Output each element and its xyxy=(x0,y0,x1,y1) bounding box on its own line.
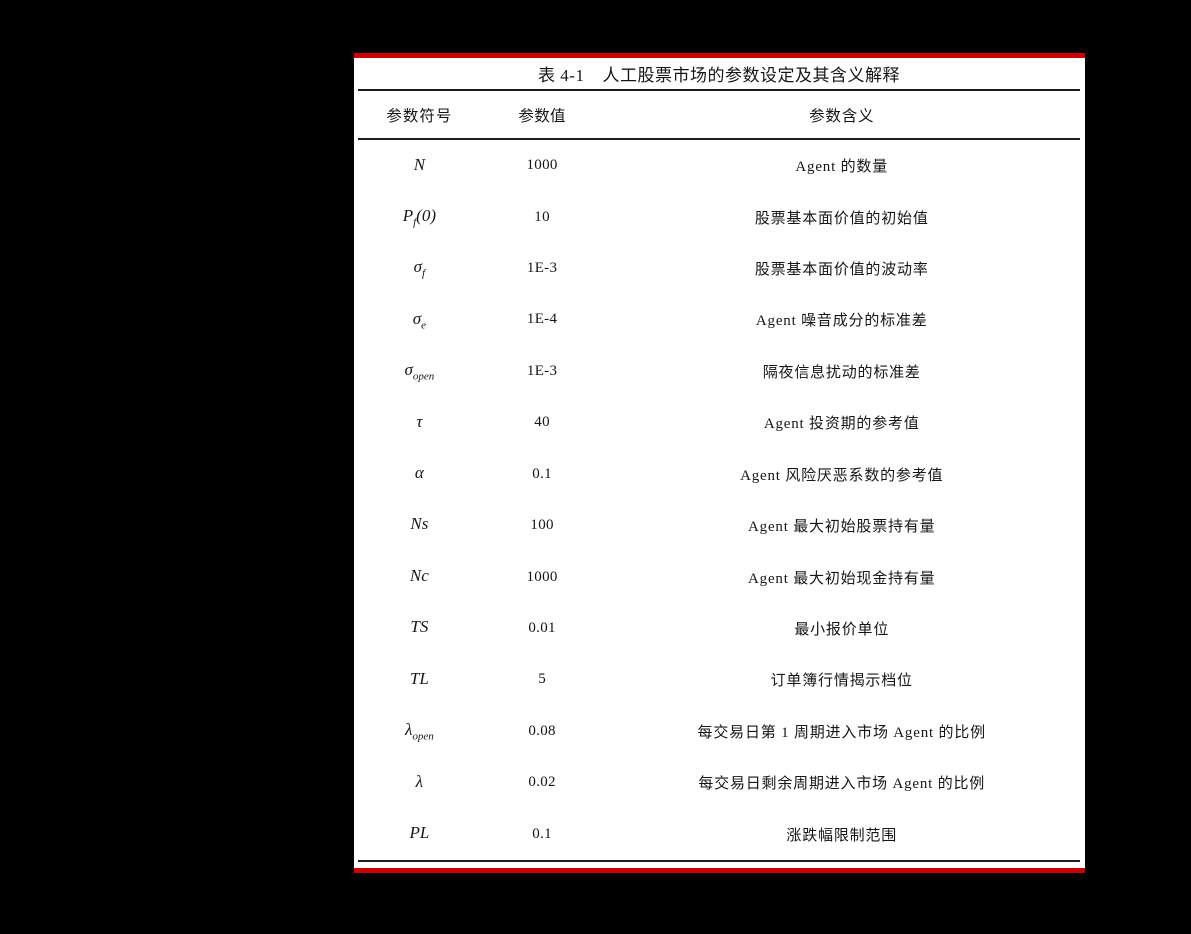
param-meaning: Agent 风险厌恶系数的参考值 xyxy=(740,467,944,484)
table-row: τ 40 Agent 投资期的参考值 xyxy=(358,397,1080,448)
symbol-subscript: e xyxy=(421,319,426,332)
param-symbol: σe xyxy=(358,309,481,331)
param-symbol: TS xyxy=(358,617,481,639)
table-bottom-rule xyxy=(358,860,1080,862)
param-value: 100 xyxy=(530,517,554,534)
param-value: 0.08 xyxy=(528,722,556,739)
table-row: TL 5 订单簿行情揭示档位 xyxy=(358,654,1080,705)
symbol-base: TL xyxy=(409,668,429,688)
paper: 表 4-1 人工股票市场的参数设定及其含义解释 参数符号 参数值 参数含义 N … xyxy=(354,53,1085,873)
table-header-rule xyxy=(358,138,1080,140)
param-value: 0.01 xyxy=(528,620,556,636)
param-value: 5 xyxy=(538,671,546,688)
symbol-suffix: (0) xyxy=(416,205,436,225)
param-meaning: Agent 噪音成分的标准差 xyxy=(755,313,928,330)
table-row: σopen 1E-3 隔夜信息扰动的标准差 xyxy=(358,346,1080,397)
table-title-label: 表 4-1 xyxy=(538,66,585,85)
table-top-rule xyxy=(358,89,1080,91)
bottom-red-rule xyxy=(354,868,1085,873)
param-meaning: 股票基本面价值的初始值 xyxy=(754,210,929,227)
table-row: Pf(0) 10 股票基本面价值的初始值 xyxy=(358,191,1080,242)
param-symbol: λ xyxy=(358,772,481,794)
header-param-meaning: 参数含义 xyxy=(809,107,875,125)
table-row: σf 1E-3 股票基本面价值的波动率 xyxy=(358,243,1080,294)
param-symbol: τ xyxy=(358,412,481,434)
table-row: PL 0.1 涨跌幅限制范围 xyxy=(358,808,1080,859)
param-symbol: N xyxy=(358,155,481,177)
param-symbol: σf xyxy=(358,257,481,279)
symbol-base: σ xyxy=(413,257,423,277)
table-row: N 1000 Agent 的数量 xyxy=(358,140,1080,191)
symbol-base: TS xyxy=(410,617,429,637)
param-meaning: Agent 的数量 xyxy=(795,159,889,176)
param-value: 1000 xyxy=(526,157,558,174)
param-symbol: Ns xyxy=(358,514,481,536)
table-row: λopen 0.08 每交易日第 1 周期进入市场 Agent 的比例 xyxy=(358,706,1080,757)
param-value: 1E-3 xyxy=(526,260,558,277)
symbol-subscript: open xyxy=(412,730,434,743)
top-red-rule xyxy=(354,53,1085,58)
param-value: 1E-4 xyxy=(526,311,558,328)
param-value: 0.1 xyxy=(532,825,552,842)
symbol-base: τ xyxy=(416,411,423,431)
symbol-base: λ xyxy=(415,771,424,791)
table-row: Ns 100 Agent 最大初始股票持有量 xyxy=(358,500,1080,551)
symbol-base: PL xyxy=(409,823,430,842)
param-value: 0.02 xyxy=(528,774,556,791)
param-meaning: Agent 最大初始现金持有量 xyxy=(748,570,936,587)
param-meaning: 每交易日第 1 周期进入市场 Agent 的比例 xyxy=(697,724,986,741)
table-row: TS 0.01 最小报价单位 xyxy=(358,603,1080,654)
param-meaning: 隔夜信息扰动的标准差 xyxy=(762,364,921,381)
symbol-base: σ xyxy=(412,308,422,328)
param-value: 0.1 xyxy=(532,465,552,482)
param-symbol: PL xyxy=(358,823,481,845)
param-symbol: TL xyxy=(358,669,481,691)
symbol-base: σ xyxy=(404,360,413,380)
param-meaning: 股票基本面价值的波动率 xyxy=(754,262,929,279)
table-row: σe 1E-4 Agent 噪音成分的标准差 xyxy=(358,294,1080,345)
param-meaning: 涨跌幅限制范围 xyxy=(786,827,898,844)
symbol-subscript: f xyxy=(413,216,417,229)
param-value: 1000 xyxy=(526,568,558,585)
symbol-subscript: f xyxy=(422,267,426,280)
table-title-text: 人工股票市场的参数设定及其含义解释 xyxy=(602,66,900,85)
param-symbol: α xyxy=(358,463,481,485)
symbol-subscript: open xyxy=(412,370,435,383)
param-value: 1E-3 xyxy=(526,362,558,379)
param-meaning: Agent 最大初始股票持有量 xyxy=(748,519,936,536)
table-container: 表 4-1 人工股票市场的参数设定及其含义解释 参数符号 参数值 参数含义 N … xyxy=(358,58,1080,868)
table-row: α 0.1 Agent 风险厌恶系数的参考值 xyxy=(358,449,1080,500)
symbol-base: N xyxy=(413,154,426,174)
symbol-base: α xyxy=(414,463,424,483)
table-body: N 1000 Agent 的数量 Pf(0) 10 股票基本面价值的初始值 σf… xyxy=(358,140,1080,860)
param-meaning: Agent 投资期的参考值 xyxy=(763,416,920,433)
param-meaning: 每交易日剩余周期进入市场 Agent 的比例 xyxy=(698,776,986,793)
param-symbol: Nc xyxy=(358,566,481,588)
param-meaning: 订单簿行情揭示档位 xyxy=(770,673,913,690)
table-row: Nc 1000 Agent 最大初始现金持有量 xyxy=(358,551,1080,602)
param-value: 10 xyxy=(534,208,550,225)
param-value: 40 xyxy=(534,414,550,431)
table-row: λ 0.02 每交易日剩余周期进入市场 Agent 的比例 xyxy=(358,757,1080,808)
header-param-value: 参数值 xyxy=(518,107,566,125)
header-param-symbol: 参数符号 xyxy=(386,107,453,125)
symbol-base: λ xyxy=(404,720,413,740)
param-symbol: σopen xyxy=(358,360,481,382)
table-title: 表 4-1 人工股票市场的参数设定及其含义解释 xyxy=(358,58,1080,89)
symbol-base: Nc xyxy=(409,565,429,585)
param-meaning: 最小报价单位 xyxy=(794,622,890,638)
param-symbol: Pf(0) xyxy=(358,206,481,228)
symbol-base: P xyxy=(402,205,414,225)
param-symbol: λopen xyxy=(358,720,481,742)
table-header-row: 参数符号 参数值 参数含义 xyxy=(358,91,1080,138)
symbol-base: Ns xyxy=(410,514,429,534)
